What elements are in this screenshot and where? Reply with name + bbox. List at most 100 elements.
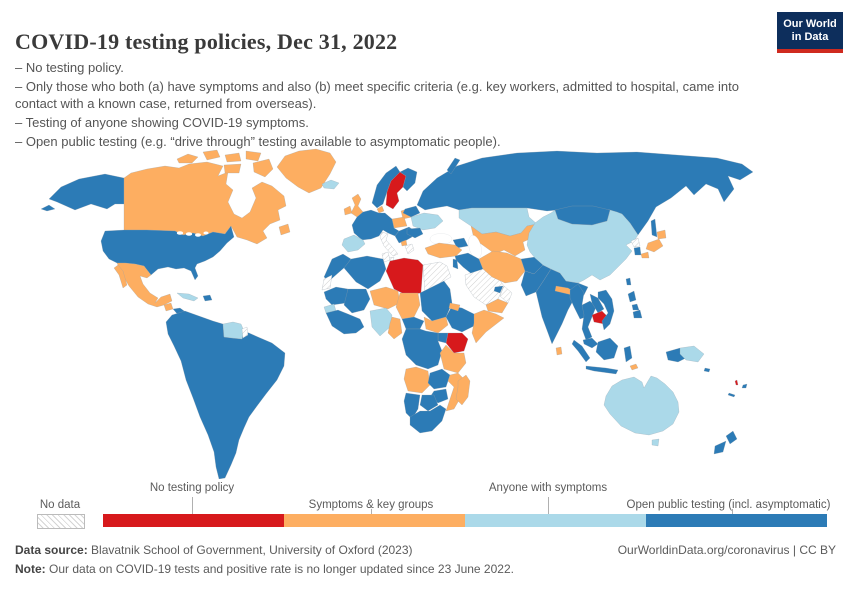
country-greenland[interactable]: [276, 148, 337, 194]
country-central-african-republic[interactable]: [401, 316, 425, 330]
country-chad[interactable]: [395, 292, 421, 320]
subtitle-line-1: – No testing policy.: [15, 60, 124, 75]
country-java[interactable]: [585, 365, 619, 375]
map-legend: No data No testing policy Symptoms & key…: [0, 478, 850, 532]
country-newfoundland[interactable]: [278, 223, 291, 236]
owid-link[interactable]: OurWorldinData.org/coronavirus | CC BY: [617, 543, 836, 557]
legend-swatch-symptoms-key-groups[interactable]: [284, 514, 465, 527]
country-new-caledonia[interactable]: [727, 392, 736, 398]
country-borneo[interactable]: [595, 337, 619, 361]
country-south-sudan[interactable]: [423, 316, 449, 334]
country-hispaniola[interactable]: [202, 294, 213, 302]
country-algeria[interactable]: [343, 255, 387, 290]
country-guyana-suriname[interactable]: [222, 321, 245, 340]
country-oman[interactable]: [499, 285, 513, 304]
country-malaysia[interactable]: [582, 337, 599, 349]
country-sumatra[interactable]: [571, 339, 591, 363]
country-vietnam[interactable]: [597, 289, 615, 331]
country-japan[interactable]: [640, 229, 667, 259]
legend-color-bar: [103, 514, 827, 527]
legend-swatch-no-testing-policy[interactable]: [103, 514, 284, 527]
country-papua-new-guinea[interactable]: [679, 345, 705, 363]
country-new-zealand[interactable]: [713, 430, 738, 455]
country-french-guiana[interactable]: [241, 326, 249, 339]
country-belarus[interactable]: [402, 205, 421, 218]
country-west-africa[interactable]: [325, 309, 365, 335]
country-mongolia[interactable]: [554, 205, 611, 226]
country-albania[interactable]: [400, 239, 408, 247]
country-north-korea[interactable]: [630, 237, 641, 248]
country-sakhalin[interactable]: [650, 218, 658, 238]
country-denmark[interactable]: [376, 205, 385, 214]
country-eritrea[interactable]: [448, 302, 461, 312]
country-south-korea[interactable]: [633, 246, 642, 256]
country-iceland[interactable]: [321, 179, 340, 190]
legend-no-data-label: No data: [39, 499, 81, 511]
country-alaska[interactable]: [48, 173, 125, 211]
country-yemen[interactable]: [485, 298, 509, 314]
country-uae[interactable]: [493, 285, 504, 294]
country-solomon-islands[interactable]: [703, 367, 711, 373]
country-levant[interactable]: [452, 258, 459, 270]
country-ireland[interactable]: [343, 205, 353, 216]
country-philippines[interactable]: [627, 290, 643, 319]
country-mexico[interactable]: [116, 262, 173, 308]
legend-no-data-swatch[interactable]: [37, 514, 85, 529]
legend-tick: [548, 497, 549, 514]
country-cuba[interactable]: [176, 292, 199, 302]
legend-tick: [371, 509, 372, 514]
country-arctic-islands[interactable]: [176, 149, 274, 178]
country-spain-portugal[interactable]: [341, 234, 366, 253]
country-iran[interactable]: [478, 250, 526, 284]
legend-tick: [192, 497, 193, 514]
country-laos[interactable]: [589, 293, 605, 314]
country-western-sahara[interactable]: [321, 274, 333, 291]
country-aleutians[interactable]: [40, 204, 56, 212]
country-zambia[interactable]: [427, 368, 451, 390]
note-text: Our data on COVID-19 tests and positive …: [45, 561, 514, 576]
country-mauritania[interactable]: [323, 286, 349, 306]
country-greece[interactable]: [404, 243, 415, 255]
country-ukraine[interactable]: [410, 212, 444, 231]
legend-label-no-testing-policy: No testing policy: [149, 482, 235, 494]
country-sweden[interactable]: [385, 171, 407, 210]
country-baja[interactable]: [113, 264, 128, 289]
black-sea: [429, 233, 453, 245]
country-tanzania[interactable]: [439, 344, 467, 374]
country-somalia[interactable]: [471, 309, 505, 344]
great-lakes: [195, 233, 201, 237]
country-australia[interactable]: [603, 375, 680, 436]
country-fiji[interactable]: [741, 383, 748, 389]
country-cameroon[interactable]: [387, 316, 403, 340]
legend-swatch-open-public-testing[interactable]: [646, 514, 827, 527]
country-morocco[interactable]: [323, 253, 352, 282]
owid-logo[interactable]: Our World in Data: [777, 12, 843, 53]
country-poland[interactable]: [391, 216, 408, 229]
country-vanuatu[interactable]: [734, 379, 739, 386]
country-mali[interactable]: [343, 288, 371, 314]
country-tasmania[interactable]: [651, 438, 660, 447]
legend-tick: [732, 509, 733, 514]
country-angola[interactable]: [403, 366, 431, 394]
country-madagascar[interactable]: [455, 374, 471, 406]
subtitle-line-2: – Only those who both (a) have symptoms …: [15, 78, 739, 112]
country-niger[interactable]: [369, 286, 401, 310]
country-timor[interactable]: [629, 363, 639, 371]
country-finland[interactable]: [399, 167, 418, 192]
country-uganda[interactable]: [437, 332, 449, 344]
country-taiwan[interactable]: [625, 277, 632, 286]
country-sri-lanka[interactable]: [555, 346, 563, 356]
country-south-africa[interactable]: [409, 404, 447, 434]
country-dr-congo[interactable]: [401, 328, 443, 370]
note-line: Note: Our data on COVID-19 tests and pos…: [15, 562, 514, 576]
subtitle-line-3: – Testing of anyone showing COVID-19 sym…: [15, 115, 309, 131]
country-sulawesi[interactable]: [623, 345, 633, 363]
country-romania-bulgaria[interactable]: [406, 227, 424, 239]
country-novaya-zemlya[interactable]: [446, 157, 461, 175]
country-botswana[interactable]: [419, 394, 439, 412]
legend-swatch-anyone-with-symptoms[interactable]: [465, 514, 646, 527]
country-turkey[interactable]: [424, 242, 463, 259]
country-sudan[interactable]: [419, 280, 453, 322]
legend-label-anyone-with-symptoms: Anyone with symptoms: [488, 482, 608, 494]
country-tunisia[interactable]: [381, 251, 391, 263]
